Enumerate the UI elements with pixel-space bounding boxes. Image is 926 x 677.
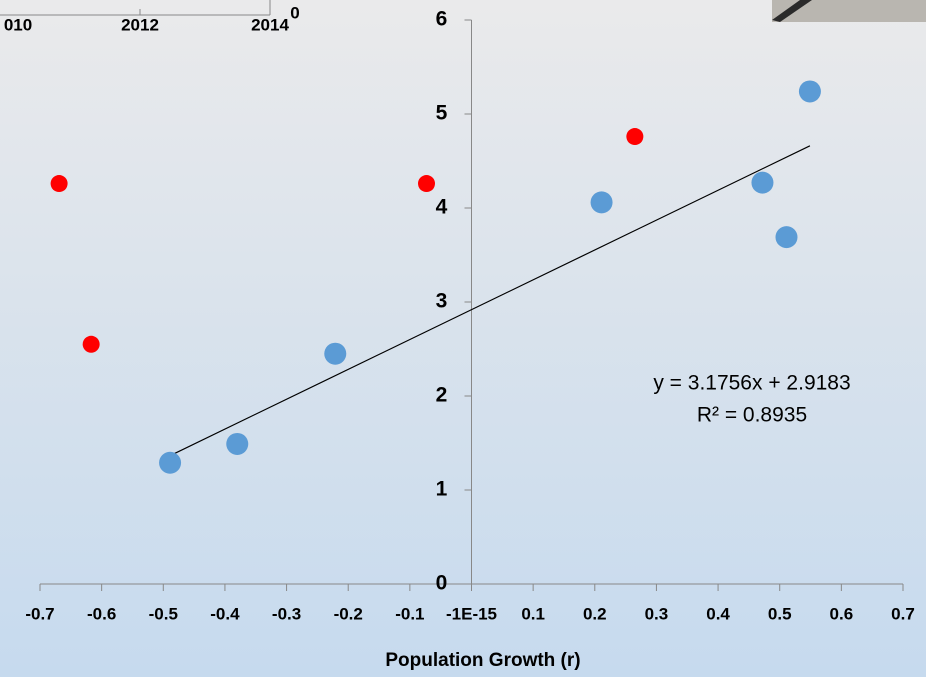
- inset-tick-label: 010: [4, 15, 32, 34]
- y-tick-label: 5: [436, 102, 448, 125]
- x-tick-label: 0.3: [645, 604, 669, 623]
- x-tick-label: -0.2: [334, 604, 363, 623]
- inset-tick-label: 0: [290, 3, 299, 22]
- x-tick-label: -0.6: [87, 604, 116, 623]
- point: [226, 433, 248, 455]
- x-tick-label: -0.7: [25, 604, 54, 623]
- y-tick-label: 0: [436, 572, 448, 595]
- inset-tick-label: 2014: [251, 15, 289, 34]
- photo-fragment: [772, 0, 926, 22]
- chart: 010 2012 2014 0 Population Growth (r) y …: [0, 0, 926, 677]
- point: [83, 336, 100, 353]
- point: [775, 226, 797, 248]
- x-tick-label: 0.4: [706, 604, 730, 623]
- point: [751, 172, 773, 194]
- point: [159, 452, 181, 474]
- point: [51, 175, 68, 192]
- point: [591, 191, 613, 213]
- x-axis-title: Population Growth (r): [385, 650, 580, 671]
- y-tick-label: 3: [436, 290, 448, 313]
- point: [799, 80, 821, 102]
- background: [0, 0, 926, 677]
- inset-tick-label: 2012: [121, 15, 159, 34]
- x-tick-label: 0.5: [768, 604, 792, 623]
- x-tick-label: -0.4: [210, 604, 240, 623]
- y-tick-label: 2: [436, 384, 448, 407]
- trendline-r2: R² = 0.8935: [697, 404, 807, 427]
- trendline-equation: y = 3.1756x + 2.9183: [653, 372, 850, 395]
- x-tick-label: 0.2: [583, 604, 607, 623]
- x-tick-label: 0.1: [521, 604, 545, 623]
- x-tick-label: 0.6: [830, 604, 854, 623]
- y-tick-label: 1: [436, 478, 448, 501]
- x-tick-label: -0.5: [149, 604, 178, 623]
- point: [626, 128, 643, 145]
- y-tick-label: 4: [436, 196, 448, 219]
- x-tick-label: -1E-15: [446, 604, 497, 623]
- x-tick-label: 0.7: [891, 604, 915, 623]
- y-tick-label: 6: [436, 8, 448, 31]
- x-tick-label: -0.1: [395, 604, 424, 623]
- x-tick-label: -0.3: [272, 604, 301, 623]
- point: [324, 343, 346, 365]
- point: [418, 175, 435, 192]
